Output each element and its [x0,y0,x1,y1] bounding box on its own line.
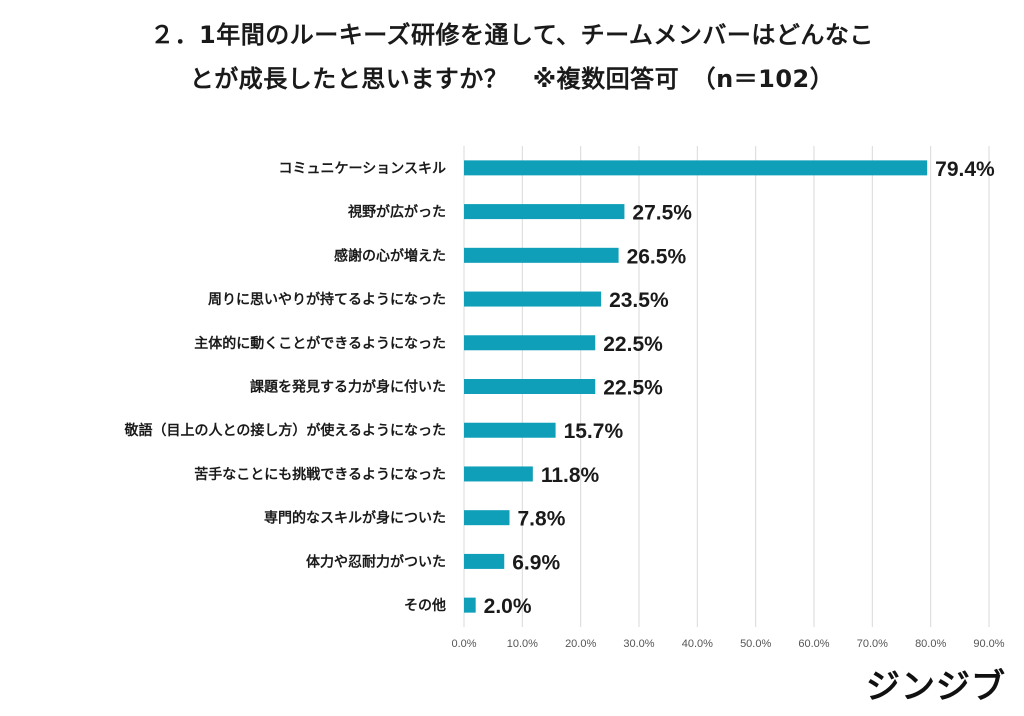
category-label: 視野が広がった [347,204,446,221]
bar [464,510,510,526]
category-label: 体力や忍耐力がついた [306,553,446,570]
data-label: 27.5% [632,202,692,225]
data-label: 26.5% [627,245,687,268]
category-label: その他 [404,597,446,614]
bar [464,553,505,569]
data-label: 7.8% [518,508,566,531]
x-tick-label: 40.0% [682,638,713,650]
bar [464,291,602,307]
x-tick-label: 90.0% [973,638,1004,650]
chart-title-line-1: ２．1年間のルーキーズ研修を通して、チームメンバーはどんなこ [150,21,874,49]
x-tick-label: 0.0% [451,638,476,650]
data-label: 22.5% [603,377,663,400]
category-label: 周りに思いやりが持てるようになった [208,291,446,308]
bar [464,422,556,438]
x-tick-label: 20.0% [565,638,596,650]
bar [464,160,928,176]
data-label: 79.4% [935,158,995,181]
category-label: 苦手なことにも挑戦できるようになった [194,466,446,483]
bar [464,204,625,220]
x-tick-label: 10.0% [507,638,538,650]
brand-logo: ジンジブ [866,667,1006,707]
bar [464,379,596,394]
x-tick-label: 50.0% [740,638,771,650]
category-label: 課題を発見する力が身に付いた [250,379,446,396]
bar [464,247,619,263]
x-tick-label: 70.0% [857,638,888,650]
x-tick-label: 60.0% [798,638,829,650]
category-label: 専門的なスキルが身についた [264,510,446,527]
x-tick-label: 30.0% [623,638,654,650]
data-label: 6.9% [512,551,560,574]
category-label: 主体的に動くことができるようになった [194,335,446,352]
x-tick-label: 80.0% [915,638,946,650]
category-label: 敬語（目上の人との接し方）が使えるようになった [124,422,446,439]
category-label: 感謝の心が増えた [334,247,446,264]
bar [464,597,476,613]
data-label: 15.7% [564,420,624,443]
data-label: 11.8% [541,464,600,487]
chart-title-line-2: とが成長したと思いますか？ ※複数回答可 （n＝102） [189,65,835,93]
data-label: 23.5% [609,289,669,312]
data-label: 2.0% [484,595,532,618]
bar [464,466,533,482]
bar [464,335,596,351]
data-label: 22.5% [603,333,663,356]
category-label: コミュニケーションスキル [279,161,446,177]
